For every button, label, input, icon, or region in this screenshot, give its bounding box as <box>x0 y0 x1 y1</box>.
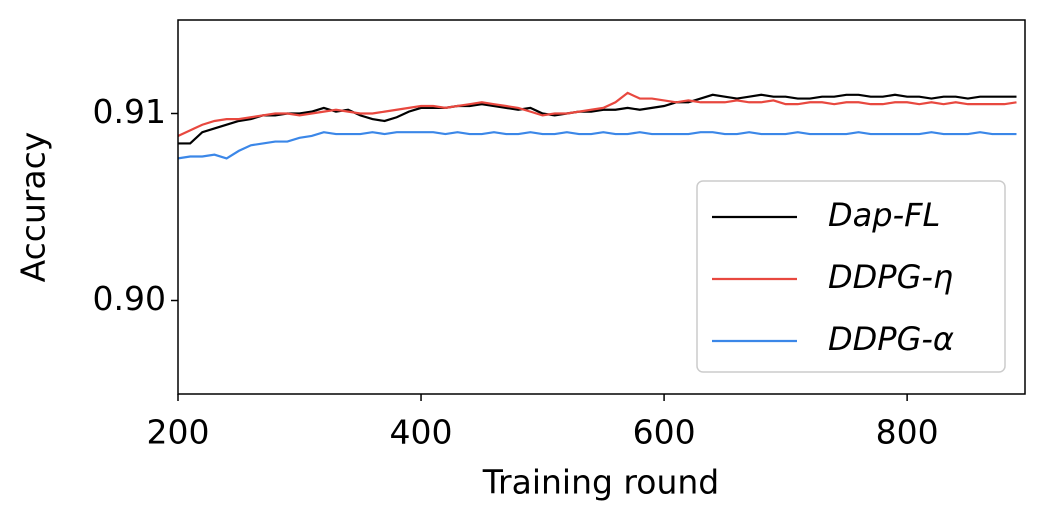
x-tick-label: 600 <box>633 413 696 452</box>
y-axis-label: Accuracy <box>14 132 53 283</box>
series-line <box>178 93 1017 145</box>
x-tick-label: 400 <box>390 413 453 452</box>
y-tick-label: 0.90 <box>93 279 166 318</box>
legend-label: DDPG-α <box>828 320 954 358</box>
plot-frame <box>177 19 1026 395</box>
x-tick-label: 800 <box>876 413 939 452</box>
series-line <box>177 131 1017 160</box>
legend-label: Dap-FL <box>828 196 940 234</box>
legend-box <box>696 180 1006 373</box>
y-tick-label: 0.91 <box>93 92 166 131</box>
legend-label: DDPG-η <box>828 258 953 296</box>
series-line <box>177 91 1017 137</box>
x-tick-label: 200 <box>147 413 210 452</box>
x-axis-label: Training round <box>482 463 720 502</box>
